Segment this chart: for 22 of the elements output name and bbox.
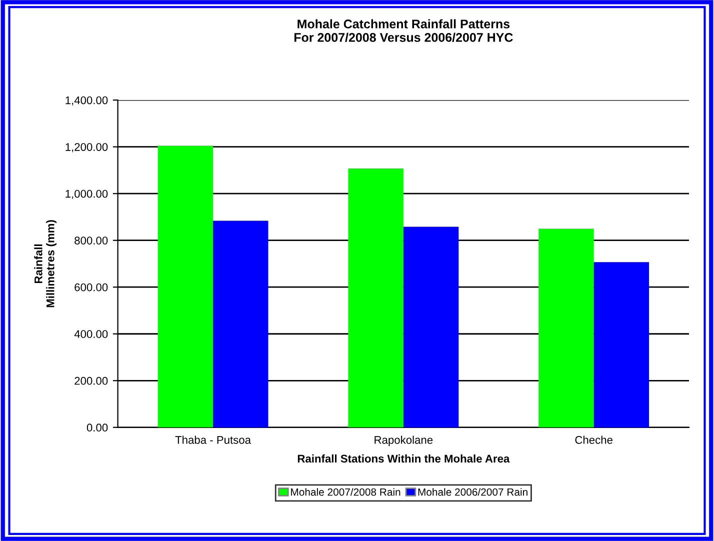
y-tick-label: 0.00 <box>86 424 108 432</box>
bar <box>213 220 268 428</box>
legend-label: Mohale 2006/2007 Rain <box>418 488 528 496</box>
y-tick-label: 1,000.00 <box>66 190 108 200</box>
y-tick-label: 600.00 <box>74 283 108 292</box>
bar <box>594 262 650 428</box>
x-tick-label: Rapokolane <box>374 436 433 446</box>
x-tick-label: Cheche <box>575 436 612 444</box>
y-tick-label: 400.00 <box>74 330 108 338</box>
chart-title: Mohale Catchment Rainfall Patterns For 2007/2008 Versus 2006/2007 HYC <box>294 19 513 42</box>
y-tick-label: 1,200.00 <box>66 143 108 152</box>
bar <box>403 226 459 428</box>
legend-label: Mohale 2007/2008 Rain <box>291 488 400 496</box>
y-tick-label: 1,400.00 <box>66 96 108 106</box>
y-tick-label: 800.00 <box>74 236 108 244</box>
bar <box>538 228 594 428</box>
bar <box>158 146 214 428</box>
x-axis-title: Rainfall Stations Within the Mohale Area <box>298 454 510 463</box>
y-axis-title: Rainfall Millimetres (mm) <box>34 220 57 308</box>
y-tick-label: 200.00 <box>74 376 108 385</box>
bar <box>348 168 404 428</box>
x-tick-label: Thaba - Putsoa <box>175 436 251 444</box>
